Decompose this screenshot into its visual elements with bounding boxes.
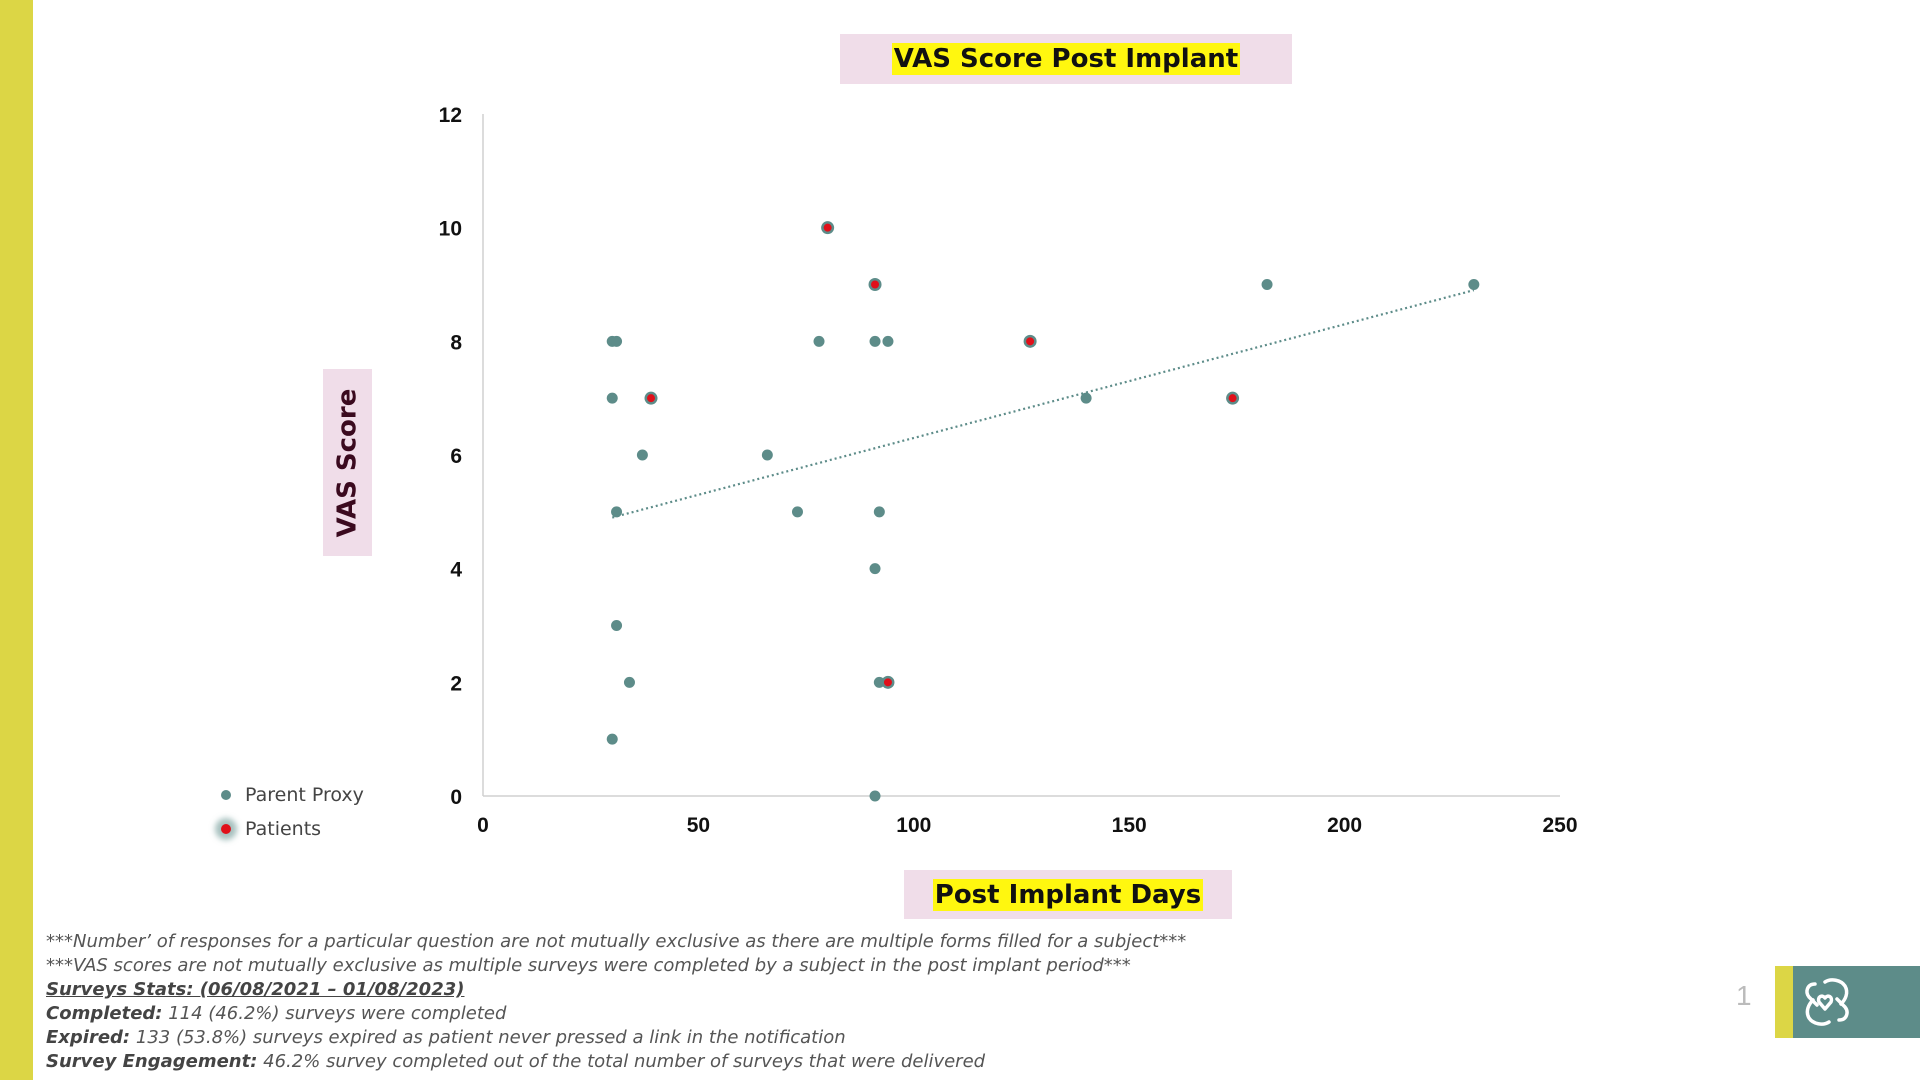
parent-proxy-point: [873, 506, 885, 518]
parent-proxy-point: [606, 392, 618, 404]
logo: [1793, 966, 1920, 1038]
x-tick-label: 150: [1112, 814, 1147, 837]
y-tick-label: 2: [450, 672, 462, 695]
parent-proxy-point: [636, 449, 648, 461]
chart-title: VAS Score Post Implant: [891, 43, 1241, 75]
legend-label-patients: Patients: [245, 818, 322, 840]
legend-item-parent-proxy: Parent Proxy: [212, 778, 364, 812]
y-tick-label: 12: [439, 104, 462, 127]
y-tick-label: 0: [450, 786, 462, 809]
parent-proxy-point: [869, 790, 881, 802]
logo-accent: [1775, 966, 1793, 1038]
parent-proxy-point: [611, 506, 623, 518]
chart-title-box: VAS Score Post Implant: [840, 34, 1292, 84]
note-line-1: ***Number’ of responses for a particular…: [46, 931, 1187, 952]
patient-point: [1026, 337, 1035, 346]
y-tick-label: 10: [439, 218, 462, 241]
parent-proxy-point: [882, 335, 894, 347]
patient-point: [871, 280, 880, 289]
y-tick-label: 4: [450, 559, 462, 582]
parent-proxy-point: [1468, 279, 1480, 290]
y-tick-label: 6: [450, 445, 462, 468]
x-tick-label: 200: [1327, 814, 1362, 837]
parent-proxy-point: [791, 506, 803, 518]
parent-proxy-point: [1261, 279, 1273, 290]
y-axis-label-box: VAS Score: [323, 369, 372, 556]
parent-proxy-point: [869, 335, 881, 347]
patient-point: [1228, 394, 1237, 403]
x-tick-label: 50: [687, 814, 710, 837]
parent-proxy-point: [611, 335, 623, 347]
y-tick-label: 8: [450, 331, 462, 354]
parent-proxy-point: [1080, 392, 1092, 404]
parent-proxy-point: [611, 620, 623, 631]
parent-proxy-point: [761, 449, 773, 461]
accent-bar: [0, 0, 33, 1080]
legend-label-parent-proxy: Parent Proxy: [245, 784, 364, 806]
footnotes: ***Number’ of responses for a particular…: [46, 930, 1186, 1074]
stats-engagement: Survey Engagement: 46.2% survey complete…: [46, 1051, 986, 1072]
x-axis-label-box: Post Implant Days: [904, 870, 1232, 919]
trendline: [611, 289, 1475, 519]
legend-item-patients: Patients: [212, 812, 364, 846]
parent-proxy-point: [869, 563, 881, 575]
patient-point: [883, 678, 892, 687]
note-line-2: ***VAS scores are not mutually exclusive…: [46, 955, 1131, 976]
x-axis-label: Post Implant Days: [932, 878, 1204, 911]
heart-link-icon: [1805, 978, 1849, 1026]
patient-point: [647, 394, 656, 403]
parent-proxy-point: [623, 676, 635, 688]
parent-proxy-point: [606, 733, 618, 745]
x-tick-label: 100: [896, 814, 931, 837]
page-number: 1: [1736, 980, 1752, 1011]
patient-point: [823, 223, 832, 232]
legend: Parent Proxy Patients: [212, 778, 364, 846]
parent-proxy-point: [813, 335, 825, 347]
stats-heading: Surveys Stats: (06/08/2021 – 01/08/2023): [46, 979, 465, 1000]
legend-marker-parent-proxy: [221, 790, 231, 800]
x-tick-label: 250: [1542, 814, 1577, 837]
x-tick-label: 0: [477, 814, 489, 837]
legend-marker-patients: [221, 824, 231, 834]
stats-completed: Completed: 114 (46.2%) surveys were comp…: [46, 1003, 507, 1024]
stats-expired: Expired: 133 (53.8%) surveys expired as …: [46, 1027, 846, 1048]
